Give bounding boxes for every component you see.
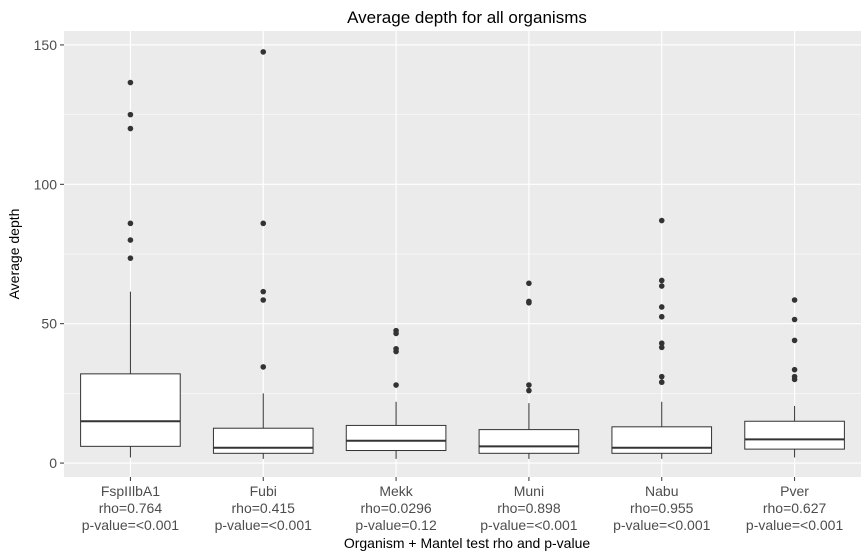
outlier-point — [260, 49, 267, 55]
outlier-point — [791, 376, 798, 383]
iqr-box — [478, 429, 580, 454]
iqr-box — [345, 424, 447, 452]
x-tick-label: Mekk — [379, 483, 413, 499]
x-tick-label: rho=0.764 — [99, 500, 163, 516]
outlier-point — [127, 237, 134, 243]
x-tick-label: Muni — [514, 483, 544, 499]
x-tick-label: FspIIlbA1 — [101, 483, 160, 499]
outlier-point — [526, 387, 532, 394]
x-tick-label: Fubi — [250, 483, 277, 499]
box-Pver — [744, 297, 845, 458]
y-axis-title: Average depth — [6, 209, 22, 300]
outlier-point — [127, 79, 134, 86]
outlier-point — [791, 366, 798, 373]
outlier-point — [791, 316, 798, 323]
outlier-point — [791, 337, 798, 344]
y-tick-label: 100 — [34, 176, 58, 192]
outlier-point — [127, 111, 134, 118]
x-tick-label: rho=0.0296 — [360, 500, 431, 516]
outlier-point — [658, 373, 665, 380]
x-tick-label: rho=0.627 — [763, 500, 827, 516]
y-tick-label: 0 — [49, 455, 57, 471]
outlier-point — [526, 299, 532, 306]
outlier-point — [658, 344, 665, 351]
x-tick-label: p-value=<0.001 — [82, 517, 180, 533]
outlier-point — [127, 220, 134, 227]
y-tick-label: 150 — [34, 37, 58, 53]
outlier-point — [260, 220, 267, 227]
x-tick-label: rho=0.955 — [630, 500, 694, 516]
outlier-point — [658, 340, 665, 347]
x-tick-label: Pver — [780, 483, 809, 499]
iqr-box — [744, 420, 845, 450]
outlier-point — [260, 297, 267, 303]
iqr-box — [212, 427, 314, 454]
outlier-point — [260, 288, 267, 295]
outlier-point — [658, 217, 665, 224]
outlier-point — [658, 283, 665, 289]
outlier-point — [658, 379, 665, 386]
box-Nabu — [611, 217, 713, 459]
outlier-point — [260, 364, 267, 370]
iqr-box — [80, 373, 181, 447]
x-axis-title: Organism + Mantel test rho and p-value — [344, 535, 591, 551]
boxes — [80, 49, 845, 459]
box-Fubi — [212, 49, 314, 459]
y-tick-label: 50 — [41, 316, 57, 332]
x-tick-label: Nabu — [645, 483, 678, 499]
outlier-point — [127, 255, 134, 261]
box-FspIIlbA1 — [80, 79, 181, 458]
box-Mekk — [345, 327, 447, 459]
outlier-point — [658, 277, 665, 284]
outlier-point — [127, 125, 134, 132]
outlier-point — [658, 304, 665, 310]
outlier-point — [393, 330, 399, 337]
x-tick-label: p-value=<0.001 — [613, 517, 711, 533]
outlier-point — [658, 313, 665, 320]
x-tick-label: p-value=<0.001 — [746, 517, 844, 533]
x-tick-label: p-value=0.12 — [355, 517, 437, 533]
outlier-point — [526, 280, 532, 287]
iqr-box — [611, 426, 713, 454]
x-tick-label: p-value=<0.001 — [215, 517, 313, 533]
x-axis: FspIIlbA1rho=0.764p-value=<0.001Fubirho=… — [82, 477, 844, 533]
x-tick-label: rho=0.898 — [497, 500, 561, 516]
outlier-point — [791, 297, 798, 303]
chart-title: Average depth for all organisms — [347, 8, 587, 27]
box-Muni — [478, 280, 580, 459]
x-tick-label: rho=0.415 — [232, 500, 296, 516]
outlier-point — [526, 382, 532, 388]
outlier-point — [393, 382, 399, 388]
outlier-point — [393, 348, 399, 355]
y-axis: 0 50 100 150 — [34, 37, 64, 471]
x-tick-label: p-value=<0.001 — [480, 517, 578, 533]
